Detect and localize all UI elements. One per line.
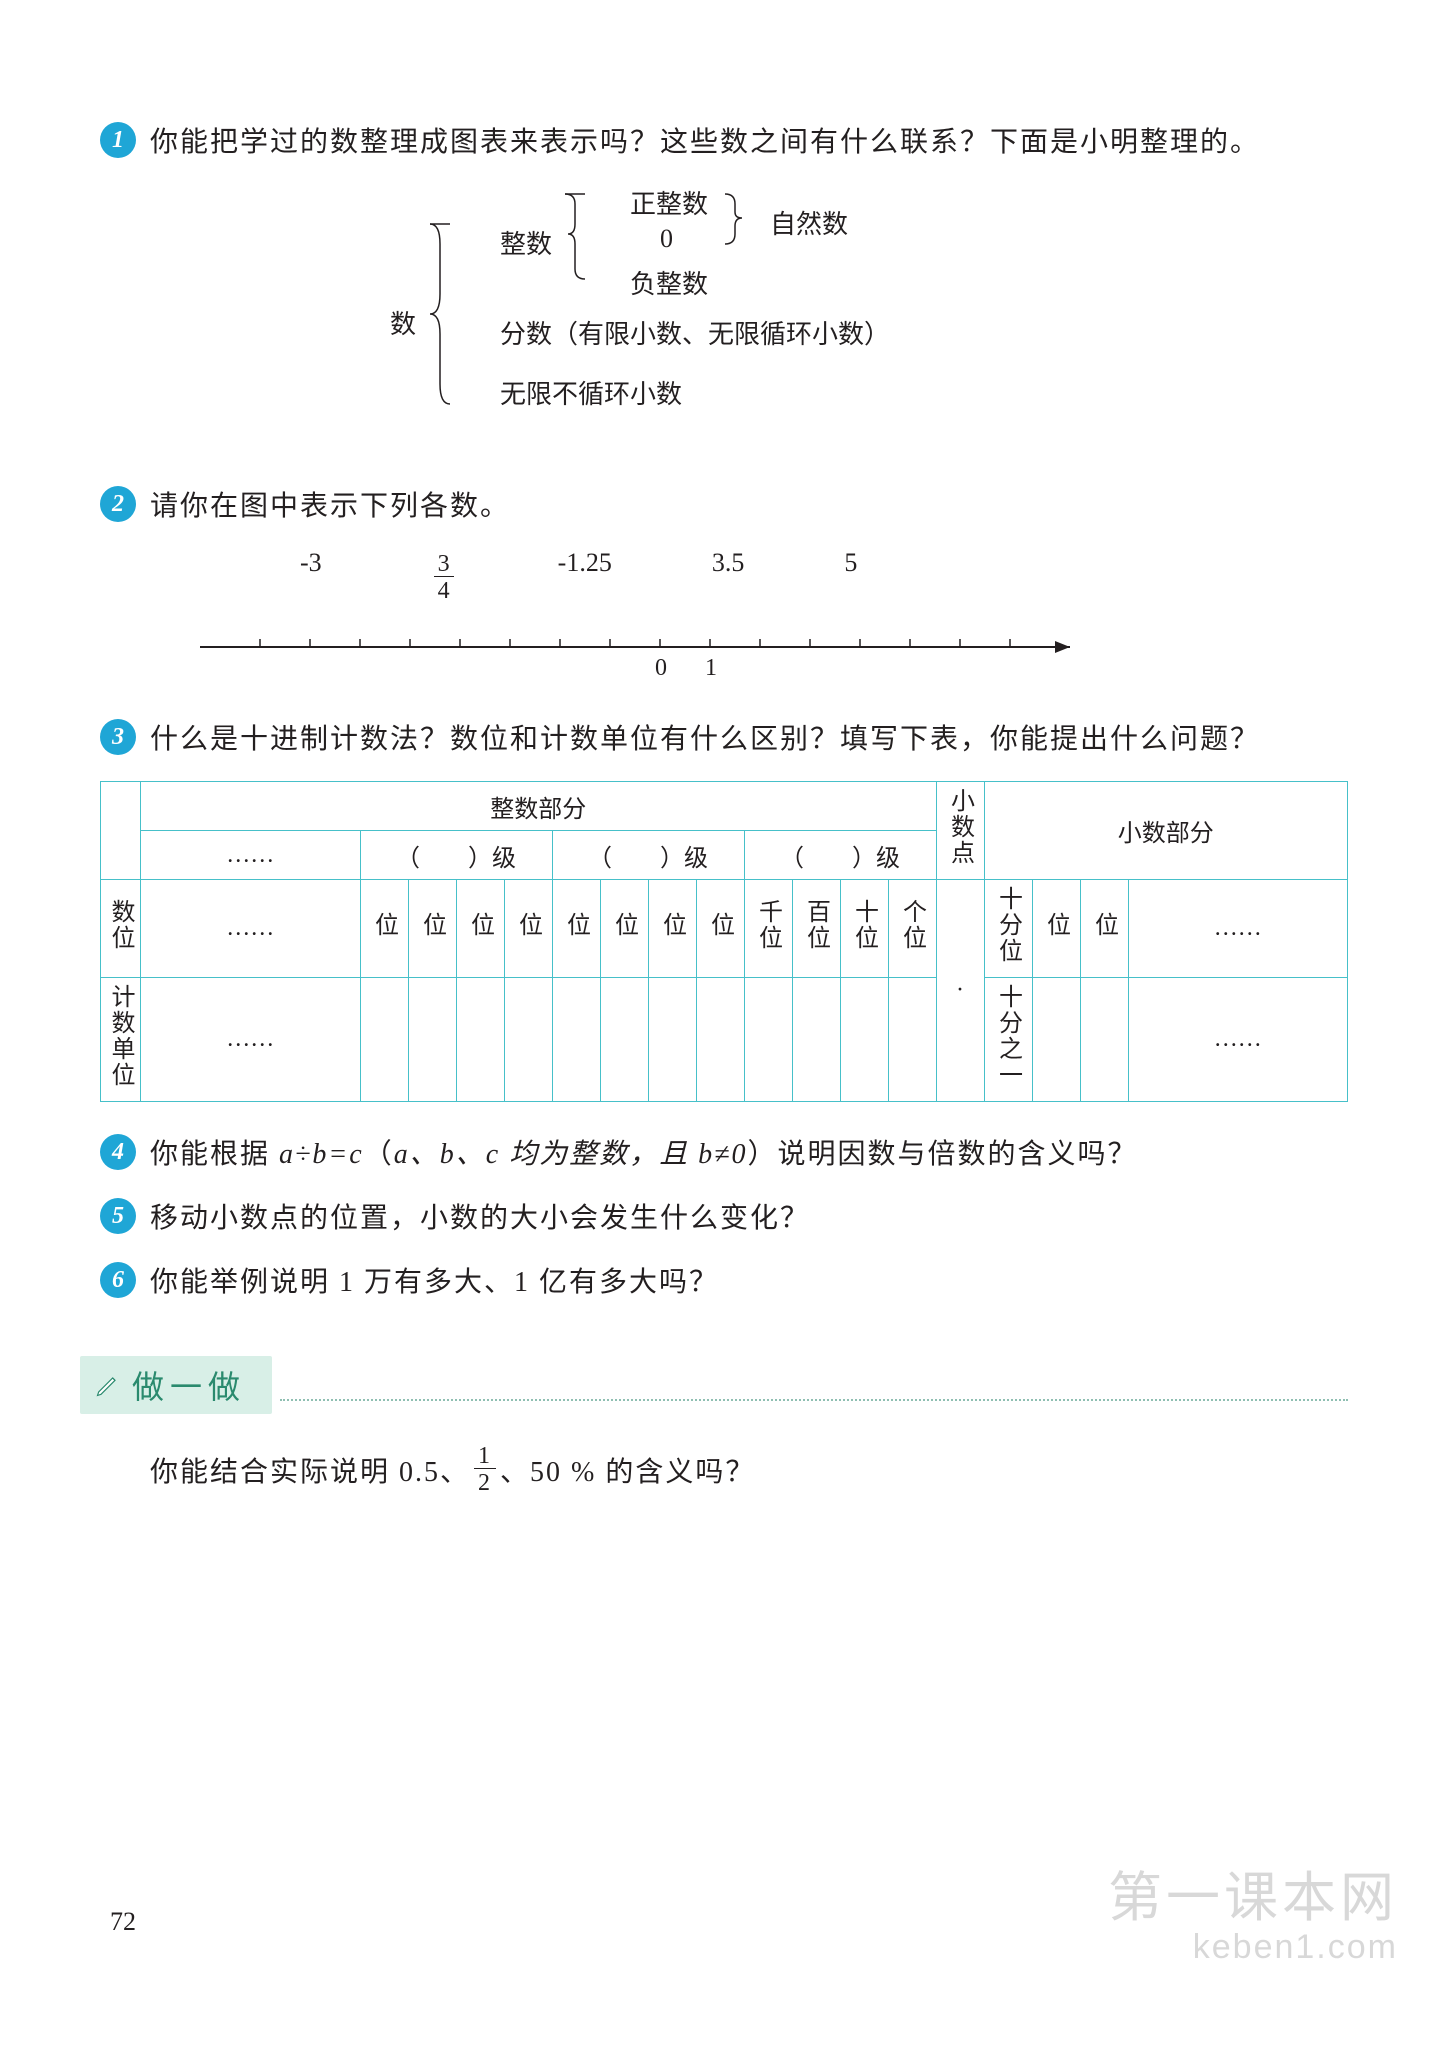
doit-heading: 做一做 bbox=[80, 1356, 1348, 1414]
d5: 位 bbox=[552, 880, 600, 978]
nl-v-3_5: 3.5 bbox=[712, 548, 745, 603]
wm-small: keben1.com bbox=[1108, 1928, 1398, 1967]
numberline-svg: 0 1 bbox=[200, 617, 1100, 687]
bullet-5: 5 bbox=[100, 1198, 136, 1234]
doit-frac: 1 2 bbox=[474, 1444, 496, 1495]
q1-text: 你能把学过的数整理成图表来表示吗？这些数之间有什么联系？下面是小明整理的。 bbox=[150, 120, 1260, 166]
d-ge: 个位 bbox=[888, 880, 936, 978]
numberline-values: -3 位34 -1.25 3.5 5 bbox=[300, 548, 1348, 603]
d6: 位 bbox=[600, 880, 648, 978]
level-2: （ ）级 bbox=[552, 831, 744, 880]
question-6: 6 你能举例说明 1 万有多大、1 亿有多大吗？ bbox=[100, 1260, 1348, 1306]
question-1: 1 你能把学过的数整理成图表来表示吗？这些数之间有什么联系？下面是小明整理的。 bbox=[100, 120, 1348, 166]
question-5: 5 移动小数点的位置，小数的大小会发生什么变化？ bbox=[100, 1196, 1348, 1242]
bullet-3: 3 bbox=[100, 719, 136, 755]
wm-big: 第一课本网 bbox=[1108, 1853, 1398, 1932]
dd2: 位 bbox=[1032, 880, 1080, 978]
doit-a: 你能结合实际说明 0.5、 bbox=[150, 1450, 470, 1490]
d-bai: 百位 bbox=[792, 880, 840, 978]
q6-text: 你能举例说明 1 万有多大、1 亿有多大吗？ bbox=[150, 1260, 719, 1306]
doit-b: 、50 % 的含义吗？ bbox=[500, 1450, 755, 1490]
page-number: 72 bbox=[110, 1907, 136, 1937]
pencil-icon bbox=[94, 1371, 122, 1399]
decpoint-dot: · bbox=[936, 880, 984, 1102]
th-decpart: 小数部分 bbox=[984, 782, 1348, 880]
q4-text: 你能根据 a÷b=c（a、b、c 均为整数，且 b≠0）说明因数与倍数的含义吗？ bbox=[150, 1132, 1138, 1178]
watermark: 第一课本网 keben1.com bbox=[1108, 1853, 1398, 1967]
hier-brackets bbox=[330, 184, 1030, 434]
doit-dotline bbox=[280, 1399, 1348, 1401]
nl-v-5: 5 bbox=[844, 548, 857, 603]
axis-zero: 0 bbox=[655, 655, 667, 681]
doit-box: 做一做 bbox=[80, 1356, 272, 1414]
d4: 位 bbox=[504, 880, 552, 978]
u-dots-r: …… bbox=[1128, 978, 1348, 1102]
q3-text: 什么是十进制计数法？数位和计数单位有什么区别？填写下表，你能提出什么问题？ bbox=[150, 717, 1260, 763]
place-value-table: 整数部分 小数点 小数部分 …… （ ）级 （ ）级 （ ）级 数位 …… 位 … bbox=[100, 781, 1348, 1102]
d-shi: 十位 bbox=[840, 880, 888, 978]
d7: 位 bbox=[648, 880, 696, 978]
level-1: （ ）级 bbox=[360, 831, 552, 880]
bullet-2: 2 bbox=[100, 486, 136, 522]
level-3: （ ）级 bbox=[744, 831, 936, 880]
question-4: 4 你能根据 a÷b=c（a、b、c 均为整数，且 b≠0）说明因数与倍数的含义… bbox=[100, 1132, 1348, 1178]
d2: 位 bbox=[408, 880, 456, 978]
doit-question: 你能结合实际说明 0.5、 1 2 、50 % 的含义吗？ bbox=[150, 1444, 1348, 1495]
nl-v-neg1_25: -1.25 bbox=[558, 548, 612, 603]
d1: 位 bbox=[360, 880, 408, 978]
dd3: 位 bbox=[1080, 880, 1128, 978]
d-dots-r: …… bbox=[1128, 880, 1348, 978]
d-dots: …… bbox=[141, 880, 361, 978]
number-hierarchy-diagram: 数 整数 正整数 0 负整数 自然数 分数（有限小数、无限循环小数） 无限不循环… bbox=[330, 184, 1348, 464]
row-digit-label: 数位 bbox=[101, 880, 141, 978]
bullet-4: 4 bbox=[100, 1134, 136, 1170]
nl-v-neg3: -3 bbox=[300, 548, 322, 603]
th-decpoint: 小数点 bbox=[936, 782, 984, 880]
axis-one: 1 bbox=[705, 655, 717, 681]
doit-label: 做一做 bbox=[132, 1362, 246, 1408]
dots-top: …… bbox=[141, 831, 361, 880]
q2-text: 请你在图中表示下列各数。 bbox=[150, 484, 510, 530]
th-intpart: 整数部分 bbox=[141, 782, 937, 831]
d-shifen: 十分位 bbox=[984, 880, 1032, 978]
numberline-block: -3 位34 -1.25 3.5 5 0 1 bbox=[100, 548, 1348, 687]
nl-v-3over4: 位34 bbox=[422, 548, 458, 603]
bullet-1: 1 bbox=[100, 122, 136, 158]
row-unit-label: 计数单位 bbox=[101, 978, 141, 1102]
u-shifenzhiyi: 十分之一 bbox=[984, 978, 1032, 1102]
d8: 位 bbox=[696, 880, 744, 978]
d-qian: 千位 bbox=[744, 880, 792, 978]
question-3: 3 什么是十进制计数法？数位和计数单位有什么区别？填写下表，你能提出什么问题？ bbox=[100, 717, 1348, 763]
question-2: 2 请你在图中表示下列各数。 bbox=[100, 484, 1348, 530]
d3: 位 bbox=[456, 880, 504, 978]
bullet-6: 6 bbox=[100, 1262, 136, 1298]
q5-text: 移动小数点的位置，小数的大小会发生什么变化？ bbox=[150, 1196, 810, 1242]
u-dots: …… bbox=[141, 978, 361, 1102]
